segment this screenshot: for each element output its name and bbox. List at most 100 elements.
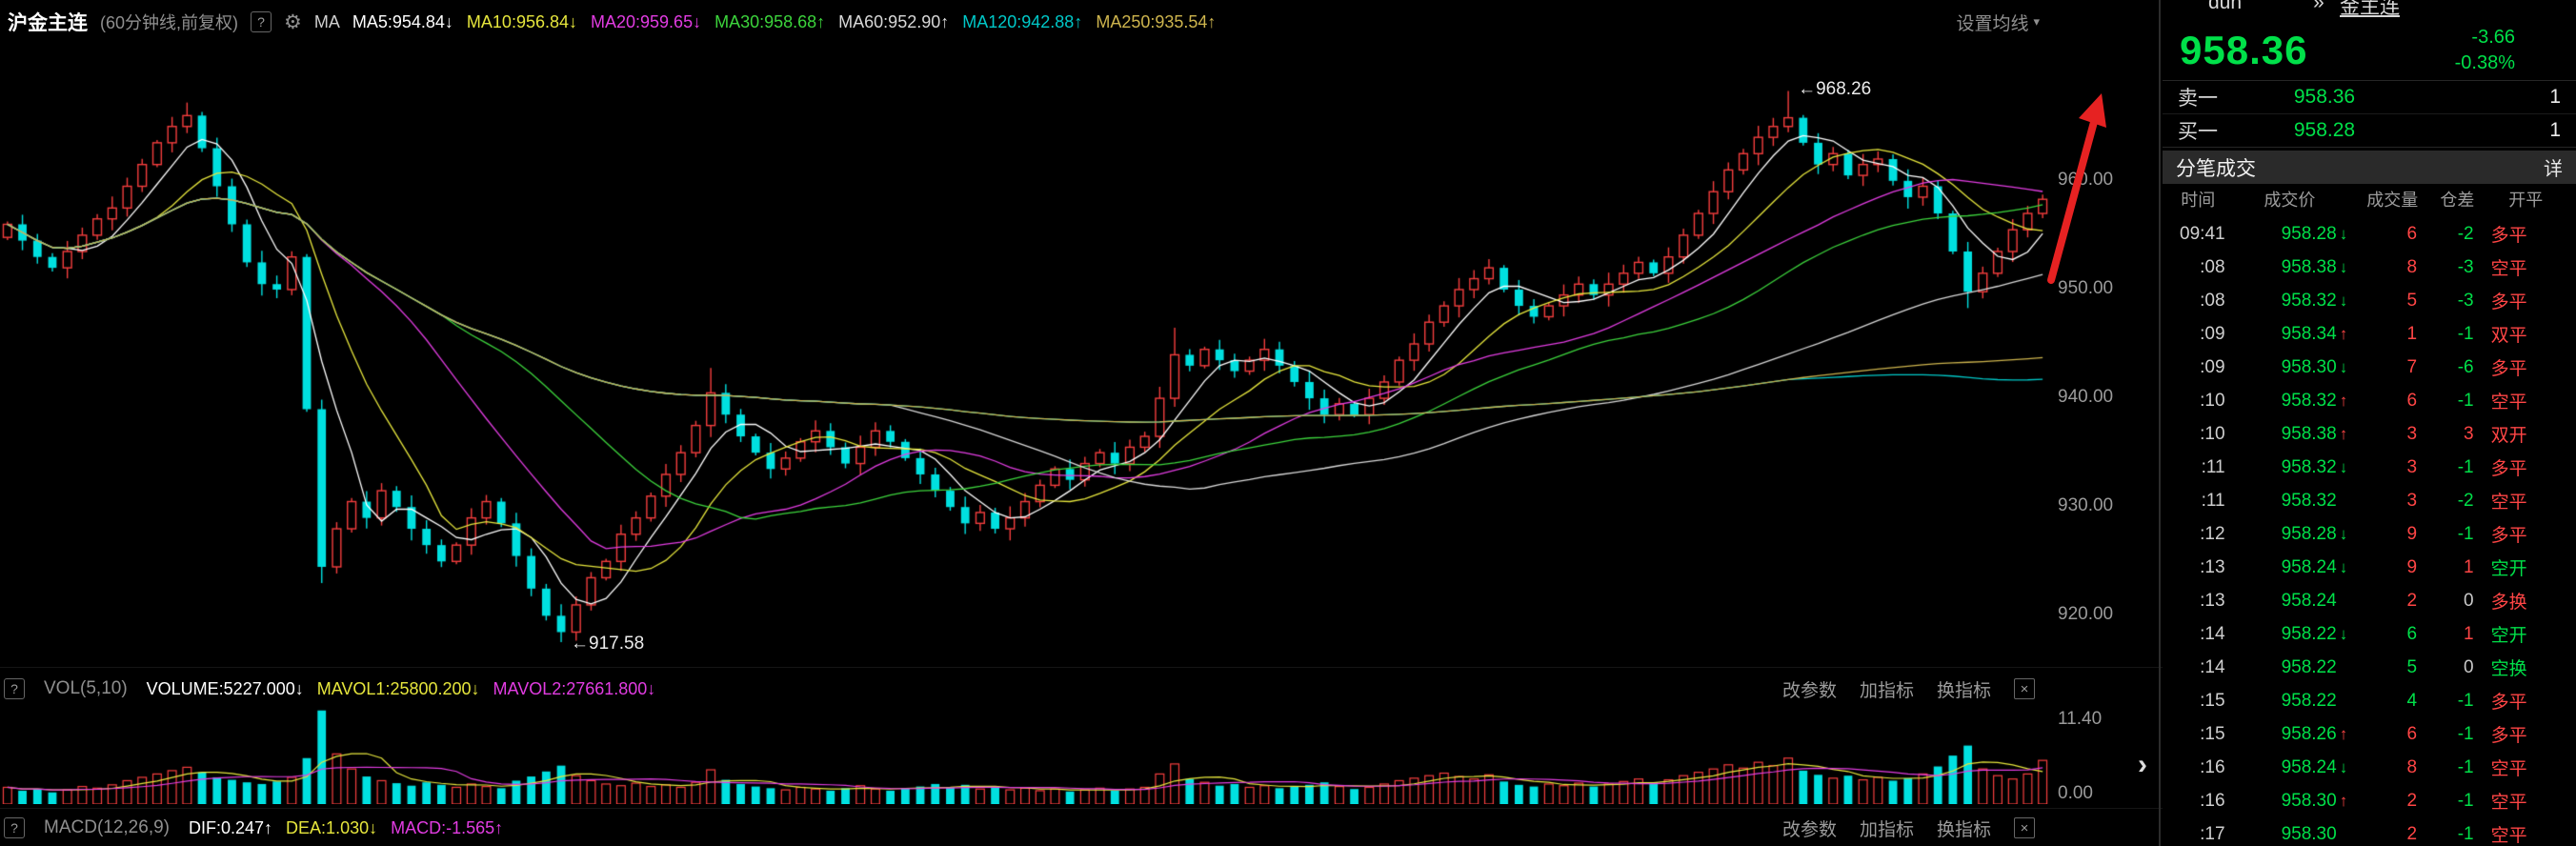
tick-time: :10 <box>2200 423 2225 444</box>
price-axis-label: 960.00 <box>2058 169 2114 190</box>
tick-open-close-flag: 空开 <box>2490 559 2527 579</box>
tick-row[interactable]: :13 958.24 ↓ 9 1 空开 <box>2163 551 2576 584</box>
bid-qty: 1 <box>2549 119 2561 141</box>
gear-icon[interactable]: ⚙ <box>284 10 302 33</box>
tick-position-diff: -1 <box>2457 823 2474 844</box>
ask-row[interactable]: 卖一 958.36 1 <box>2163 80 2576 113</box>
tick-row[interactable]: :15 958.22 4 -1 多平 <box>2163 684 2576 717</box>
up-arrow-icon: ↑ <box>2339 324 2348 343</box>
ma30-value: MA30:958.68↑ <box>714 11 826 31</box>
tick-table-header: 时间 成交价 成交量 仓差 开平 <box>2163 184 2576 213</box>
ma-settings-button[interactable]: 设置均线 ▾ <box>1956 10 2040 35</box>
contract-title[interactable]: 沪金主连 <box>8 12 88 34</box>
volume-indicator-name[interactable]: VOL(5,10) <box>44 678 128 698</box>
mavol1-value: MAVOL1:25800.200↓ <box>316 678 480 698</box>
help-icon[interactable]: ? <box>251 11 272 32</box>
tick-row[interactable]: 09:41 958.28 ↓ 6 -2 多平 <box>2163 217 2576 251</box>
chart-topbar: 沪金主连 (60分钟线,前复权) ? ⚙ MA MA5:954.84↓ MA10:… <box>0 0 2161 44</box>
help-icon[interactable]: ? <box>4 817 25 838</box>
tick-time: :13 <box>2200 590 2225 611</box>
volume-values: VOLUME:5227.000↓ MAVOL1:25800.200↓ MAVOL2:… <box>147 679 656 699</box>
contract-link[interactable]: 金主连 <box>2340 0 2400 18</box>
add-indicator-link[interactable]: 加指标 <box>1859 680 1914 701</box>
tick-price: 958.34 <box>2281 323 2337 344</box>
price-pane: 960.00 950.00 940.00 930.00 920.00 ←968.26 ←… <box>0 44 2161 667</box>
tick-price: 958.28 <box>2281 223 2337 244</box>
volume-chart-canvas[interactable] <box>0 709 2050 804</box>
tick-volume: 3 <box>2406 423 2418 444</box>
tick-row[interactable]: :14 958.22 5 0 空换 <box>2163 651 2576 684</box>
tick-time: :08 <box>2200 290 2225 311</box>
tick-row[interactable]: :14 958.22 ↓ 6 1 空开 <box>2163 617 2576 651</box>
tick-open-close-flag: 双平 <box>2490 326 2527 346</box>
add-indicator-link[interactable]: 加指标 <box>1859 819 1914 840</box>
panel-top-cut: dun » 金主连 <box>2163 0 2576 21</box>
tick-position-diff: 0 <box>2464 590 2474 611</box>
tick-row[interactable]: :10 958.32 ↑ 6 -1 空平 <box>2163 384 2576 417</box>
low-annotation: ←917.58 <box>571 633 645 654</box>
tick-row[interactable]: :16 958.24 ↓ 8 -1 空平 <box>2163 751 2576 784</box>
tick-time: :10 <box>2200 390 2225 411</box>
tick-row[interactable]: :10 958.38 ↑ 3 3 双开 <box>2163 417 2576 451</box>
close-indicator-icon[interactable]: × <box>2014 678 2035 699</box>
panel-divider <box>2159 0 2161 846</box>
change-params-link[interactable]: 改参数 <box>1781 819 1837 840</box>
tick-position-diff: -6 <box>2457 356 2474 377</box>
tick-row[interactable]: :15 958.26 ↑ 6 -1 多平 <box>2163 717 2576 751</box>
tick-volume: 1 <box>2406 323 2418 344</box>
mavol2-value: MAVOL2:27661.800↓ <box>493 678 656 698</box>
caret-down-icon: ▾ <box>2033 14 2040 29</box>
tick-price: 958.32 <box>2281 456 2337 477</box>
tick-row[interactable]: :16 958.30 ↑ 2 -1 空平 <box>2163 784 2576 817</box>
help-icon[interactable]: ? <box>4 678 25 699</box>
tick-row[interactable]: :12 958.28 ↓ 9 -1 多平 <box>2163 517 2576 551</box>
tick-row[interactable]: :13 958.24 2 0 多换 <box>2163 584 2576 617</box>
tick-open-close-flag: 空平 <box>2490 759 2527 779</box>
tick-row[interactable]: :11 958.32 ↓ 3 -1 多平 <box>2163 451 2576 484</box>
price-change-block: -3.66 -0.38% <box>2455 25 2515 76</box>
tick-open-close-flag: 多平 <box>2490 726 2527 746</box>
col-position-diff: 仓差 <box>2440 190 2475 210</box>
change-params-link[interactable]: 改参数 <box>1781 680 1837 701</box>
ask-qty: 1 <box>2549 86 2561 108</box>
down-arrow-icon: ↓ <box>2339 457 2348 476</box>
tick-open-close-flag: 多平 <box>2490 226 2527 246</box>
price-change-percent: -0.38% <box>2454 52 2515 73</box>
tick-position-diff: -3 <box>2457 256 2474 277</box>
bid-row[interactable]: 买一 958.28 1 <box>2163 113 2576 148</box>
tick-row[interactable]: :08 958.38 ↓ 8 -3 空平 <box>2163 251 2576 284</box>
tick-row[interactable]: :17 958.30 2 -1 空平 <box>2163 817 2576 846</box>
up-arrow-icon: ↑ <box>2339 791 2348 810</box>
price-chart-canvas[interactable] <box>0 44 2050 667</box>
tick-row[interactable]: :09 958.34 ↑ 1 -1 双平 <box>2163 317 2576 351</box>
collapse-handle-icon[interactable]: › <box>2138 749 2147 780</box>
price-axis-label: 940.00 <box>2058 387 2114 408</box>
tick-volume: 6 <box>2406 623 2418 644</box>
close-indicator-icon[interactable]: × <box>2014 817 2035 838</box>
tick-open-close-flag: 空换 <box>2490 659 2527 679</box>
detail-link[interactable]: 详 <box>2544 159 2563 180</box>
tick-open-close-flag: 多平 <box>2490 292 2527 312</box>
macd-indicator-name[interactable]: MACD(12,26,9) <box>44 817 170 837</box>
tick-time: :12 <box>2200 523 2225 544</box>
tick-volume: 2 <box>2406 823 2418 844</box>
tick-volume: 5 <box>2406 656 2418 677</box>
dea-value: DEA:1.030↓ <box>286 817 378 837</box>
tick-position-diff: -1 <box>2457 756 2474 777</box>
tick-position-diff: 0 <box>2464 656 2474 677</box>
tick-row[interactable]: :11 958.32 3 -2 空平 <box>2163 484 2576 517</box>
tick-row[interactable]: :08 958.32 ↓ 5 -3 多平 <box>2163 284 2576 317</box>
tick-time: :14 <box>2200 623 2225 644</box>
down-arrow-icon: ↓ <box>2339 257 2348 276</box>
tick-open-close-flag: 空平 <box>2490 393 2527 413</box>
chevrons-icon: » <box>2313 0 2324 13</box>
ma120-value: MA120:942.88↑ <box>962 11 1083 31</box>
bid-price: 958.28 <box>2293 119 2356 141</box>
tick-row[interactable]: :09 958.30 ↓ 7 -6 多平 <box>2163 351 2576 384</box>
tick-volume: 6 <box>2406 223 2418 244</box>
tick-volume: 8 <box>2406 256 2418 277</box>
tick-position-diff: -1 <box>2457 690 2474 711</box>
tick-price: 958.38 <box>2281 423 2337 444</box>
switch-indicator-link[interactable]: 换指标 <box>1936 819 1991 840</box>
switch-indicator-link[interactable]: 换指标 <box>1936 680 1991 701</box>
